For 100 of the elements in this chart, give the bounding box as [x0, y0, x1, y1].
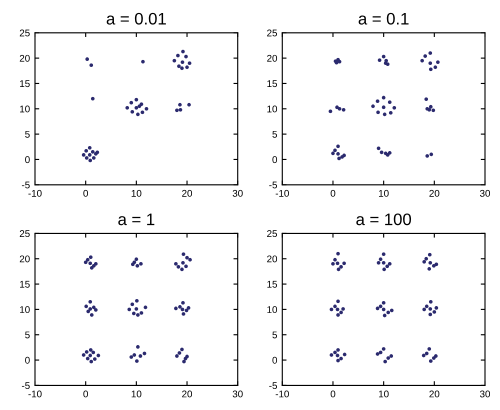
- point: [178, 108, 182, 112]
- y-tick-label: 10: [20, 106, 30, 112]
- point: [436, 60, 440, 64]
- point: [88, 153, 92, 157]
- point: [180, 66, 184, 70]
- point: [181, 50, 185, 54]
- y-tick-label: 0: [272, 356, 278, 364]
- y-tick-label: 25: [20, 30, 30, 36]
- x-tick-label: 10: [378, 390, 389, 398]
- y-tick-label: -5: [269, 382, 278, 390]
- point: [428, 104, 433, 109]
- point: [429, 152, 434, 156]
- point: [85, 57, 90, 61]
- point: [434, 65, 438, 70]
- x-tick-label: 20: [429, 390, 440, 398]
- x-tick-label: -10: [276, 190, 289, 197]
- x-tick-label: -10: [28, 190, 42, 197]
- point: [336, 144, 340, 148]
- point: [423, 54, 428, 58]
- point: [136, 112, 140, 116]
- point: [176, 54, 180, 58]
- point: [428, 67, 433, 72]
- point: [144, 106, 148, 111]
- y-tick-label: 15: [267, 80, 278, 88]
- point: [84, 149, 88, 153]
- point: [129, 100, 134, 105]
- point: [333, 148, 337, 152]
- y-tick-label: 15: [20, 80, 30, 88]
- point: [184, 54, 188, 58]
- point: [89, 63, 94, 68]
- point: [431, 108, 436, 112]
- y-tick-label: 10: [267, 106, 278, 112]
- point: [382, 105, 386, 110]
- chart-title: a = 100: [356, 213, 412, 226]
- y-tick-label: -5: [22, 382, 30, 390]
- x-tick-label: 30: [232, 390, 243, 398]
- point: [130, 110, 134, 114]
- point: [84, 156, 89, 160]
- chart-title: a = 0.1: [358, 12, 409, 25]
- y-tick-label: 25: [267, 230, 278, 238]
- y-tick-label: 20: [267, 255, 278, 262]
- point: [90, 96, 95, 100]
- point: [376, 146, 380, 150]
- point: [392, 106, 396, 110]
- point: [177, 64, 181, 68]
- x-tick-label: 0: [83, 390, 88, 398]
- point: [172, 58, 176, 62]
- point: [342, 108, 346, 112]
- point: [382, 112, 386, 116]
- point: [380, 150, 384, 154]
- point: [125, 106, 130, 110]
- point: [420, 58, 424, 62]
- x-tick-label: -10: [28, 390, 42, 398]
- point: [92, 156, 96, 160]
- point: [382, 54, 386, 58]
- y-tick-label: 0: [25, 356, 30, 364]
- y-tick-label: 0: [272, 156, 278, 164]
- point: [338, 106, 342, 111]
- point: [376, 99, 380, 104]
- y-tick-label: 20: [20, 54, 30, 62]
- y-tick-label: 5: [25, 332, 30, 338]
- x-tick-label: 30: [232, 190, 243, 197]
- point: [337, 156, 341, 160]
- x-tick-label: 30: [480, 390, 490, 398]
- x-tick-label: 20: [429, 190, 440, 197]
- point: [388, 111, 393, 115]
- point: [338, 60, 342, 64]
- point: [185, 65, 189, 70]
- y-tick-label: 25: [20, 230, 30, 238]
- point: [178, 102, 182, 107]
- point: [371, 104, 375, 108]
- point: [388, 100, 392, 104]
- point: [90, 150, 95, 154]
- y-tick-label: 15: [20, 280, 30, 288]
- point: [134, 106, 138, 110]
- point: [428, 61, 432, 66]
- point: [378, 58, 382, 62]
- y-tick-label: 10: [20, 306, 30, 314]
- point: [88, 146, 92, 150]
- x-tick-label: 30: [480, 190, 490, 197]
- x-tick-label: 20: [182, 390, 192, 398]
- y-tick-label: 20: [267, 54, 278, 62]
- point: [140, 110, 144, 114]
- chart-title: a = 0.01: [106, 12, 166, 25]
- y-tick-label: 25: [267, 30, 278, 36]
- y-tick-label: 20: [20, 255, 30, 262]
- y-tick-label: 15: [267, 280, 278, 288]
- x-tick-label: 0: [330, 390, 336, 398]
- point: [424, 97, 428, 102]
- point: [376, 110, 380, 114]
- y-tick-label: 5: [25, 130, 30, 138]
- point: [428, 51, 432, 55]
- point: [382, 96, 386, 100]
- point: [141, 60, 145, 64]
- point: [187, 102, 191, 107]
- point: [331, 152, 335, 156]
- point: [88, 158, 92, 162]
- x-tick-label: -10: [276, 390, 289, 398]
- point: [336, 152, 340, 156]
- x-tick-label: 0: [330, 190, 336, 197]
